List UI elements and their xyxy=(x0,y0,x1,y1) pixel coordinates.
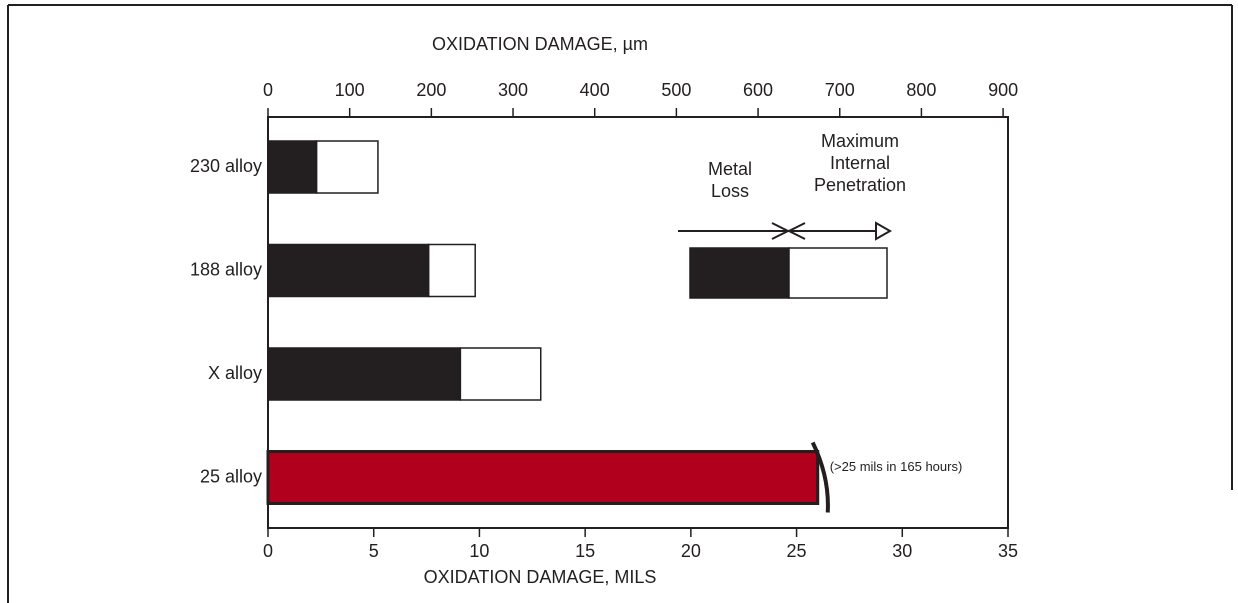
legend-label: Metal Loss xyxy=(707,159,752,201)
legend-text: Metal Loss xyxy=(707,159,752,201)
legend-swatch xyxy=(788,247,888,299)
x2-tick-label: 200 xyxy=(416,80,446,100)
bar-segment xyxy=(267,140,318,194)
x2-axis-label: OXIDATION DAMAGE, µm xyxy=(432,34,648,54)
break-mark xyxy=(810,441,830,513)
x-axis-label: OXIDATION DAMAGE, MILS xyxy=(424,567,657,587)
x2-tick-label: 800 xyxy=(906,80,936,100)
x2-tick-label: 100 xyxy=(335,80,365,100)
legend-arrowhead xyxy=(875,221,893,241)
y-tick-label: X alloy xyxy=(208,363,262,383)
bar-segment xyxy=(267,243,430,298)
x-tick-label: 5 xyxy=(369,541,379,561)
x-tick-label: 10 xyxy=(469,541,489,561)
y-tick-label: 25 alloy xyxy=(200,466,262,486)
x2-tick-label: 600 xyxy=(743,80,773,100)
x2-tick-label: 300 xyxy=(498,80,528,100)
legend-swatch xyxy=(689,247,790,299)
bar-segment xyxy=(427,243,476,298)
legend-label: Maximum Internal Penetration xyxy=(813,131,907,195)
plot-area xyxy=(267,116,1009,529)
bar-segment xyxy=(459,347,542,401)
bar-segment xyxy=(315,140,379,194)
x-tick-label: 15 xyxy=(575,541,595,561)
x-tick-label: 30 xyxy=(892,541,912,561)
annotation: (>25 mils in 165 hours) xyxy=(830,459,963,474)
x2-tick-label: 400 xyxy=(580,80,610,100)
y-tick-label: 230 alloy xyxy=(190,156,262,176)
bar-segment xyxy=(267,347,462,401)
x2-tick-label: 700 xyxy=(825,80,855,100)
x2-tick-label: 500 xyxy=(661,80,691,100)
x2-tick-label: 0 xyxy=(263,80,273,100)
highlight-bar xyxy=(266,450,820,505)
legend-text: Maximum Internal Penetration xyxy=(813,131,907,195)
x-tick-label: 35 xyxy=(998,541,1018,561)
y-tick-label: 188 alloy xyxy=(190,259,262,279)
x-tick-label: 25 xyxy=(787,541,807,561)
x2-tick-label: 900 xyxy=(988,80,1018,100)
legend-arrowhead xyxy=(786,222,806,240)
x-tick-label: 20 xyxy=(681,541,701,561)
x-tick-label: 0 xyxy=(263,541,273,561)
